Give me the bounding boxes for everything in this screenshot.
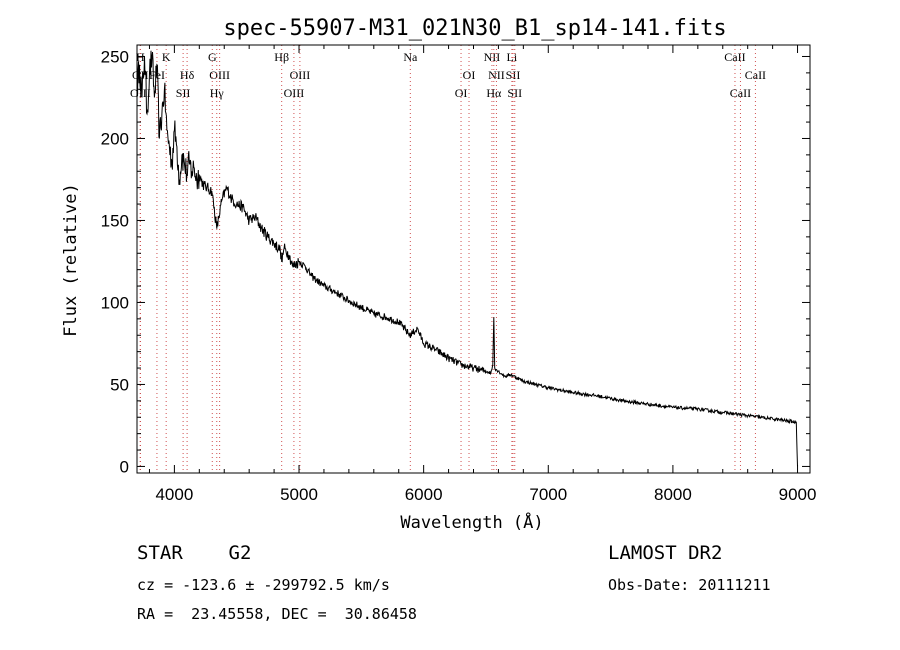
line-label-9: Hγ: [210, 86, 225, 100]
observation-date: Obs-Date: 20111211: [608, 576, 771, 594]
plot-frame: [136, 44, 811, 474]
line-label-20: SII: [506, 68, 521, 82]
line-label-16: NII: [484, 50, 501, 64]
y-tick-label-3: 150: [101, 211, 129, 230]
spectrum-line: [136, 50, 798, 467]
chart-title: spec-55907-M31_021N30_B1_sp14-141.fits: [223, 16, 726, 41]
y-tick-label-4: 200: [101, 129, 129, 148]
y-tick-label-2: 100: [101, 293, 129, 312]
line-label-23: CaII: [745, 68, 766, 82]
redshift-info: cz = -123.6 ± -299792.5 km/s: [137, 576, 390, 594]
line-label-11: OIII: [290, 68, 311, 82]
coordinates-info: RA = 23.45558, DEC = 30.86458: [137, 605, 417, 623]
survey-name: LAMOST DR2: [608, 542, 723, 564]
line-label-6: SII: [176, 86, 191, 100]
y-tick-label-0: 0: [120, 457, 129, 476]
y-tick-label-5: 250: [101, 47, 129, 66]
line-label-13: Na: [403, 50, 418, 64]
line-label-22: CaII: [724, 50, 745, 64]
y-tick-label-1: 50: [110, 375, 129, 394]
x-axis-label: Wavelength (Å): [400, 511, 543, 533]
y-axis-label: Flux (relative): [61, 183, 81, 337]
x-tick-label-0: 4000: [155, 485, 193, 504]
line-label-10: Hβ: [274, 50, 289, 64]
line-label-8: OIII: [209, 68, 230, 82]
line-label-7: G: [208, 50, 217, 64]
line-label-12: OIII: [284, 86, 305, 100]
line-label-15: OI: [455, 86, 468, 100]
line-label-14: OI: [463, 68, 476, 82]
line-label-19: Li: [507, 50, 518, 64]
line-label-3: K: [162, 50, 171, 64]
x-tick-label-4: 8000: [654, 485, 692, 504]
line-label-2: OIII: [130, 86, 151, 100]
x-tick-label-5: 9000: [779, 485, 817, 504]
line-label-21: SII: [507, 86, 522, 100]
object-class: STAR G2: [137, 542, 252, 564]
line-label-17: NII: [488, 68, 505, 82]
x-tick-label-1: 5000: [280, 485, 318, 504]
line-label-24: CaII: [730, 86, 751, 100]
axis-ticks-layer: 4000 5000 6000 7000 8000 9000 0 50 100 150 200 250: [101, 45, 817, 504]
line-label-18: Hα: [486, 86, 502, 100]
line-label-5: Hδ: [180, 68, 195, 82]
x-tick-label-3: 7000: [529, 485, 567, 504]
x-tick-label-2: 6000: [405, 485, 443, 504]
